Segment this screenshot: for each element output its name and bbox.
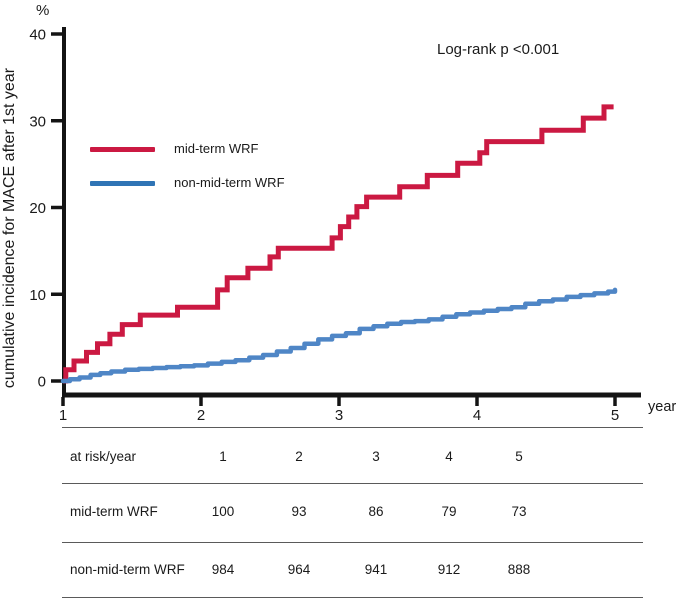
table-rule-1 <box>62 483 643 484</box>
x-tick-label: 5 <box>611 407 619 424</box>
y-axis-label: cumulative incidence for MACE after 1st … <box>1 67 18 389</box>
table-rule-top <box>62 427 643 428</box>
risk-table-value: 912 <box>437 562 461 577</box>
series-path-mid-term-wrf <box>63 104 614 384</box>
risk-table-value: 888 <box>507 562 531 577</box>
legend-label-mid-term-wrf: mid-term WRF <box>174 141 259 156</box>
risk-table-value: 86 <box>368 504 384 519</box>
legend-label-non-mid-term-wrf: non-mid-term WRF <box>174 175 285 190</box>
risk-table-value: 93 <box>291 504 307 519</box>
x-tick-label: 4 <box>473 407 481 424</box>
risk-table-value: 100 <box>211 504 235 519</box>
risk-table-value: 941 <box>364 562 388 577</box>
y-axis-unit-percent: % <box>36 2 50 19</box>
y-tick-label: 20 <box>29 200 46 217</box>
risk-table-row-label-non-mid-term: non-mid-term WRF <box>70 562 185 577</box>
chart-plot: 0 10 20 30 40 1 2 3 4 5 <box>29 27 641 424</box>
x-tick-label: 1 <box>59 407 67 424</box>
y-tick-label: 30 <box>29 113 46 130</box>
table-rule-2 <box>62 542 643 543</box>
x-tick-label: 3 <box>335 407 343 424</box>
risk-table-header-year: 3 <box>372 449 380 464</box>
risk-table-value: 984 <box>211 562 235 577</box>
legend-swatch-mid-term-wrf <box>90 147 155 152</box>
series-path-non-mid-term-wrf <box>60 287 618 384</box>
risk-table-header-year: 4 <box>445 449 453 464</box>
risk-table-row-label-mid-term: mid-term WRF <box>70 504 158 519</box>
x-axis-unit-label: year <box>648 399 677 415</box>
risk-table-header-label: at risk/year <box>70 449 137 464</box>
x-tick-label: 2 <box>197 407 205 424</box>
risk-table-value: 79 <box>441 504 457 519</box>
risk-table-value: 73 <box>511 504 527 519</box>
logrank-annotation: Log-rank p <0.001 <box>437 41 560 58</box>
y-tick-label: 10 <box>29 287 46 304</box>
y-tick-label: 0 <box>38 374 46 391</box>
legend-swatch-non-mid-term-wrf <box>90 181 155 186</box>
risk-table-header-year: 1 <box>219 449 227 464</box>
risk-table-header-year: 2 <box>295 449 303 464</box>
table-rule-bottom <box>62 597 643 598</box>
risk-table-header-year: 5 <box>515 449 523 464</box>
y-tick-label: 40 <box>29 27 46 44</box>
risk-table-value: 964 <box>287 562 311 577</box>
